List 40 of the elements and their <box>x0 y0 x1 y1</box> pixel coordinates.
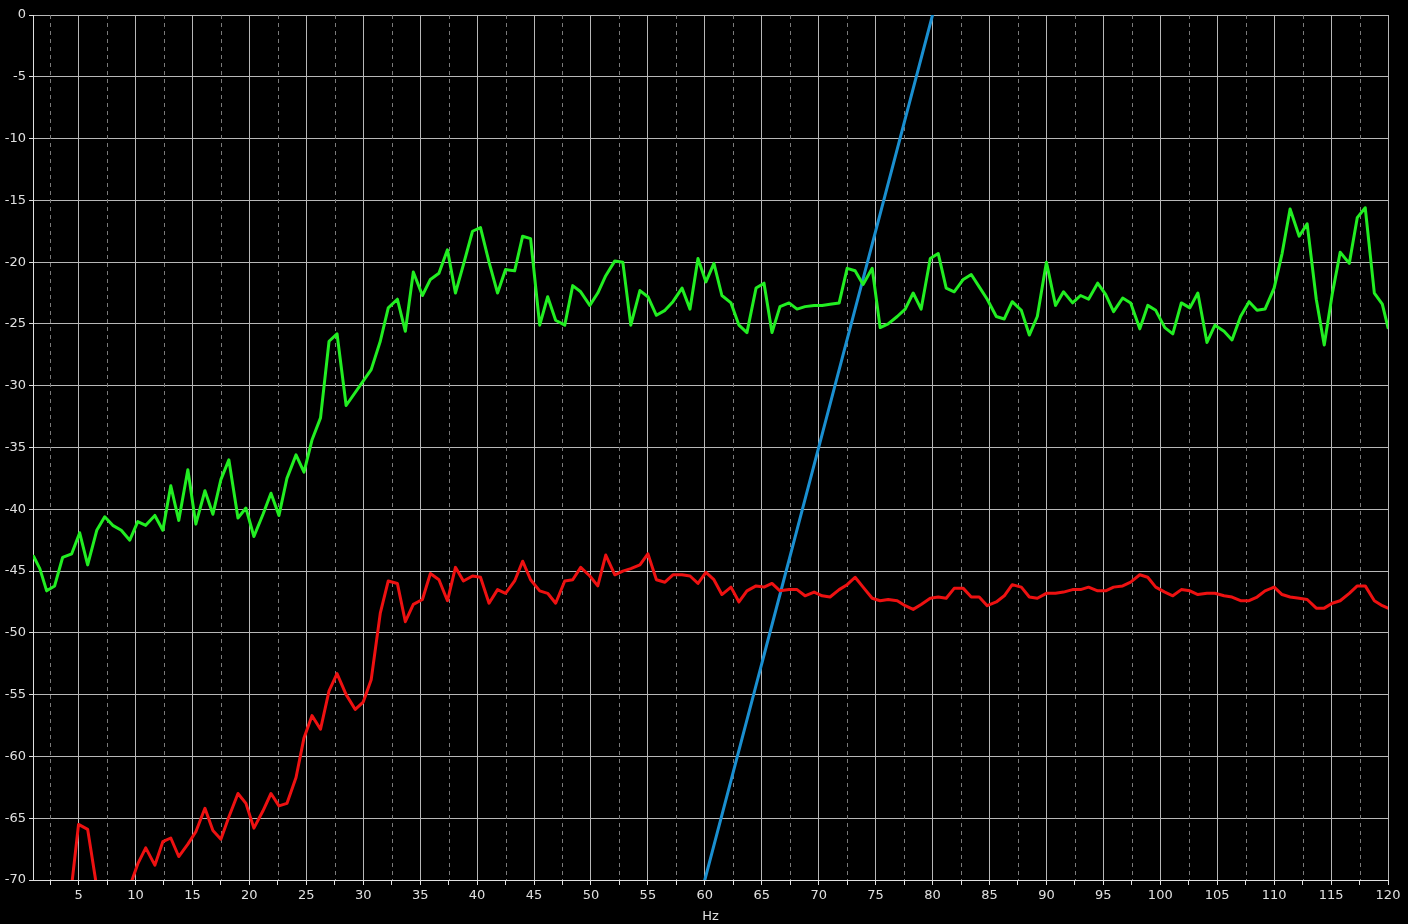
y-tick-label: -65 <box>4 809 26 825</box>
x-tick-label: 45 <box>525 887 543 903</box>
x-tick-label: 25 <box>298 887 315 903</box>
x-tick-label: 5 <box>74 887 83 903</box>
x-tick-label: 95 <box>1095 887 1112 903</box>
x-tick-label: 80 <box>924 887 941 903</box>
x-tick-label: 105 <box>1204 887 1230 903</box>
y-tick-label: -25 <box>4 315 26 331</box>
y-tick-label: -45 <box>4 562 26 578</box>
y-tick-label: -50 <box>4 624 26 640</box>
x-tick-label: 90 <box>1038 887 1055 903</box>
x-tick-label: 30 <box>354 887 372 903</box>
x-tick-label: 85 <box>981 887 998 903</box>
x-tick-label: 40 <box>468 887 486 903</box>
x-tick-label: 65 <box>753 887 771 903</box>
y-tick-label: -20 <box>4 253 26 269</box>
y-tick-label: 0 <box>17 6 26 22</box>
x-axis-title: Hz <box>702 907 719 923</box>
x-tick-label: 15 <box>184 887 201 903</box>
x-tick-label: 10 <box>127 887 144 903</box>
x-tick-label: 115 <box>1318 887 1344 903</box>
x-tick-label: 35 <box>411 887 429 903</box>
y-tick-label: -60 <box>4 747 26 763</box>
x-tick-label: 100 <box>1147 887 1173 903</box>
y-tick-label: -70 <box>4 871 26 887</box>
y-tick-label: -30 <box>4 377 26 393</box>
x-tick-label: 50 <box>582 887 600 903</box>
x-tick-label: 20 <box>241 887 258 903</box>
x-tick-label: 70 <box>810 887 827 903</box>
y-tick-label: -40 <box>4 500 26 516</box>
x-tick-label: 75 <box>867 887 884 903</box>
y-tick-label: -5 <box>13 68 26 84</box>
x-tick-label: 120 <box>1375 887 1401 903</box>
y-tick-label: -55 <box>4 686 26 702</box>
y-tick-label: -10 <box>4 129 26 145</box>
y-tick-label: -35 <box>4 438 26 454</box>
x-tick-label: 110 <box>1261 887 1287 903</box>
y-tick-label: -15 <box>4 191 26 207</box>
x-tick-label: 60 <box>696 887 714 903</box>
x-tick-label: 55 <box>639 887 657 903</box>
